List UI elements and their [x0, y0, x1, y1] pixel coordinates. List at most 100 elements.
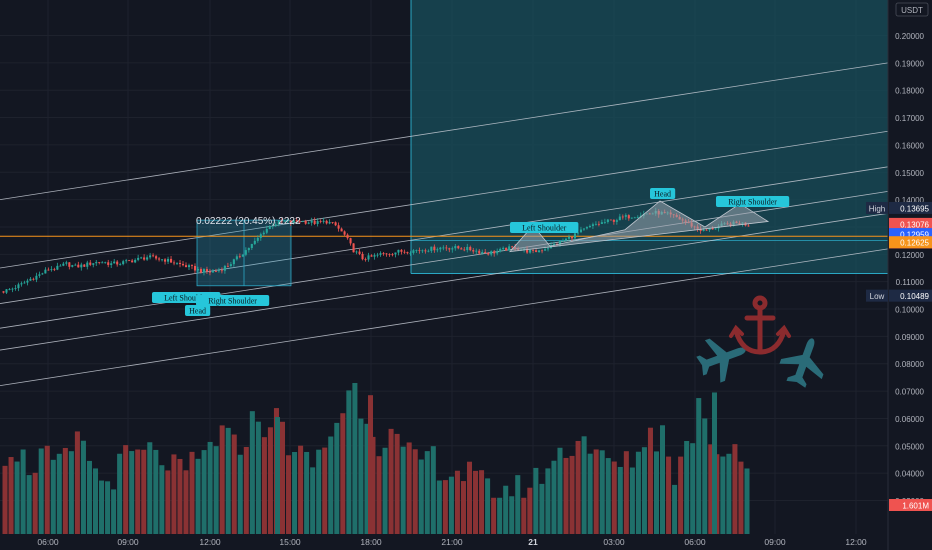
volume-bar: [708, 444, 714, 534]
candle-body: [463, 249, 466, 251]
volume-bar: [545, 468, 551, 534]
volume-bar: [56, 453, 62, 534]
candle-body: [313, 220, 316, 224]
volume-bar: [364, 423, 370, 534]
candle-body: [295, 220, 298, 222]
price-tag-label: Low: [870, 292, 885, 301]
candle-body: [538, 250, 541, 253]
price-tag-label-bg: [866, 289, 888, 302]
candle-body: [68, 262, 71, 267]
channel-line: [0, 62, 889, 201]
volume-bar: [539, 483, 545, 534]
volume-bar: [696, 398, 702, 534]
price-tag-bg: [889, 217, 932, 230]
candle-body: [612, 219, 615, 222]
volume-bar: [563, 457, 569, 534]
volume-bar: [147, 442, 153, 534]
volume-bar: [286, 455, 292, 534]
price-tag-value: 0.13695: [900, 204, 929, 213]
volume-bar: [225, 427, 231, 534]
y-tick-label: 0.17000: [895, 114, 924, 123]
volume-bar: [44, 445, 50, 534]
candle-body: [367, 255, 370, 260]
candle-body: [526, 248, 529, 253]
volume-bar: [521, 497, 527, 534]
candle-body: [582, 228, 585, 230]
candle-body: [349, 238, 352, 244]
candle-body: [624, 215, 627, 217]
candle-body: [508, 246, 511, 251]
candle-body: [277, 220, 280, 225]
volume-bar: [376, 456, 382, 534]
candle-body: [65, 262, 68, 264]
volume-bar: [406, 442, 412, 534]
candle-body: [238, 256, 241, 258]
candle-body: [134, 259, 137, 263]
volume-bar: [412, 449, 418, 534]
volume-bar: [424, 451, 430, 534]
candle-body: [502, 247, 505, 249]
volume-bar: [460, 481, 466, 534]
volume-bar: [279, 421, 286, 534]
candle-body: [190, 265, 194, 267]
volume-bar: [382, 447, 388, 534]
measure-box[interactable]: [196, 219, 292, 287]
volume-bar: [400, 446, 406, 534]
candle-body: [95, 262, 98, 264]
channel-lines[interactable]: [0, 62, 889, 387]
y-tick-label: 0.05000: [895, 442, 924, 451]
candle-body: [289, 220, 292, 223]
measure-label: 0.02222 (20.45%) 2222: [196, 216, 301, 227]
candle-body: [478, 250, 481, 254]
candle-body: [271, 225, 274, 227]
candle-body: [708, 228, 711, 230]
candle-body: [511, 246, 514, 248]
volume-bar: [503, 485, 509, 534]
pattern-label: Head: [189, 307, 206, 316]
candle-body: [334, 222, 337, 226]
candle-body: [116, 261, 119, 265]
volume-bar: [368, 395, 373, 534]
candle-body: [256, 237, 259, 241]
candle-body: [175, 262, 179, 264]
y-tick-label: 0.14000: [895, 196, 924, 205]
candle-body: [2, 291, 5, 293]
candle-body: [591, 224, 594, 226]
volume-bar: [32, 472, 38, 534]
y-tick-label: 0.19000: [895, 59, 924, 68]
candle-body: [167, 258, 170, 262]
candle-body: [268, 226, 271, 229]
candle-body: [29, 278, 32, 281]
pattern-label: Right Shoulder: [208, 297, 257, 306]
volume-bar: [177, 458, 183, 534]
candle-body: [636, 217, 639, 218]
volume-bar: [105, 481, 111, 534]
candle-body: [385, 253, 388, 255]
volume-bar: [328, 436, 334, 534]
candle-body: [17, 284, 20, 289]
candle-body: [714, 228, 717, 230]
volume-bar: [479, 470, 485, 534]
volume-bar: [684, 440, 690, 534]
volume-bar: [454, 470, 460, 534]
candle-body: [146, 257, 149, 260]
candle-body: [155, 256, 158, 259]
candle-body: [107, 262, 110, 265]
candle-body: [101, 262, 104, 264]
currency-badge[interactable]: USDT: [895, 2, 929, 17]
price-labels: 0.13695High0.1307604:430.129590.129100.1…: [866, 201, 932, 511]
price-tag-bg: [889, 201, 932, 214]
candle-body: [702, 229, 705, 231]
volume-bar: [712, 392, 717, 534]
volume-bar: [275, 417, 280, 534]
candle-body: [8, 289, 11, 290]
candle-body: [211, 271, 214, 273]
candle-body: [699, 228, 702, 231]
candle-body: [232, 259, 235, 265]
candle-body: [310, 220, 313, 223]
candle-body: [26, 280, 29, 283]
candle-body: [86, 262, 89, 267]
volume-bar: [153, 449, 159, 534]
